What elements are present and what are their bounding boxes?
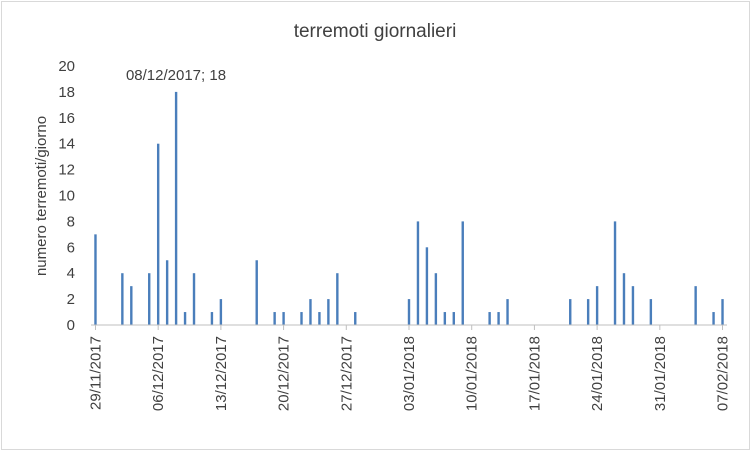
bar [649,299,653,325]
y-tick-label: 6 [67,239,75,256]
bar [434,273,438,325]
chart-title: terremoti giornalieri [294,21,457,42]
y-tick-label: 0 [67,317,75,334]
bar [192,273,196,325]
bar [443,312,447,325]
bar [94,234,97,325]
bar [407,299,411,325]
bar [174,91,178,326]
bar [452,312,455,325]
x-tick-label: 13/12/2017 [213,336,230,411]
bar [156,143,160,325]
bar [130,286,133,325]
bar [488,312,491,325]
bar [318,312,321,325]
x-tick-label: 24/01/2018 [589,336,606,411]
y-tick-label: 12 [58,162,75,179]
bar [219,299,223,325]
bar [210,312,214,325]
y-tick-label: 20 [58,58,75,75]
bar [327,299,330,325]
bar [694,286,697,325]
x-tick-label: 29/11/2017 [87,336,104,410]
bar [273,312,276,325]
y-axis-label: numero terremoti/giorno [33,116,50,276]
y-tick-label: 2 [67,291,75,308]
bar [569,299,572,325]
bar [721,299,724,325]
bar [300,312,303,325]
y-tick-label: 10 [58,188,75,205]
bar [622,273,626,325]
bar [416,221,420,325]
bar [165,260,169,325]
x-tick-label: 03/01/2018 [401,336,418,411]
y-tick-label: 14 [58,136,75,153]
y-tick-label: 8 [67,213,75,230]
x-tick-label: 27/12/2017 [338,336,355,411]
bar [148,273,151,325]
x-tick-label: 31/01/2018 [652,336,669,411]
x-tick-label: 10/01/2018 [464,336,481,411]
bar [506,299,509,325]
x-tick-label: 17/01/2018 [526,336,543,411]
bar [354,312,357,325]
bar [613,221,617,325]
y-tick-label: 18 [58,84,75,101]
data-annotation: 08/12/2017; 18 [126,67,226,84]
y-tick-label: 4 [67,265,75,282]
bar [282,312,285,325]
bar [255,260,258,325]
x-tick-label: 20/12/2017 [276,336,293,411]
bar [309,299,312,325]
bar [497,312,500,325]
bar [586,299,590,325]
bar [336,273,339,325]
bar [461,221,464,325]
bar [425,247,429,325]
bar [183,312,187,325]
bar [595,286,599,325]
bar [631,286,635,325]
bar [121,273,124,325]
y-tick-label: 16 [58,110,75,127]
bar [712,312,715,325]
x-tick-label: 06/12/2017 [150,336,167,411]
x-tick-label: 07/02/2018 [715,336,732,411]
